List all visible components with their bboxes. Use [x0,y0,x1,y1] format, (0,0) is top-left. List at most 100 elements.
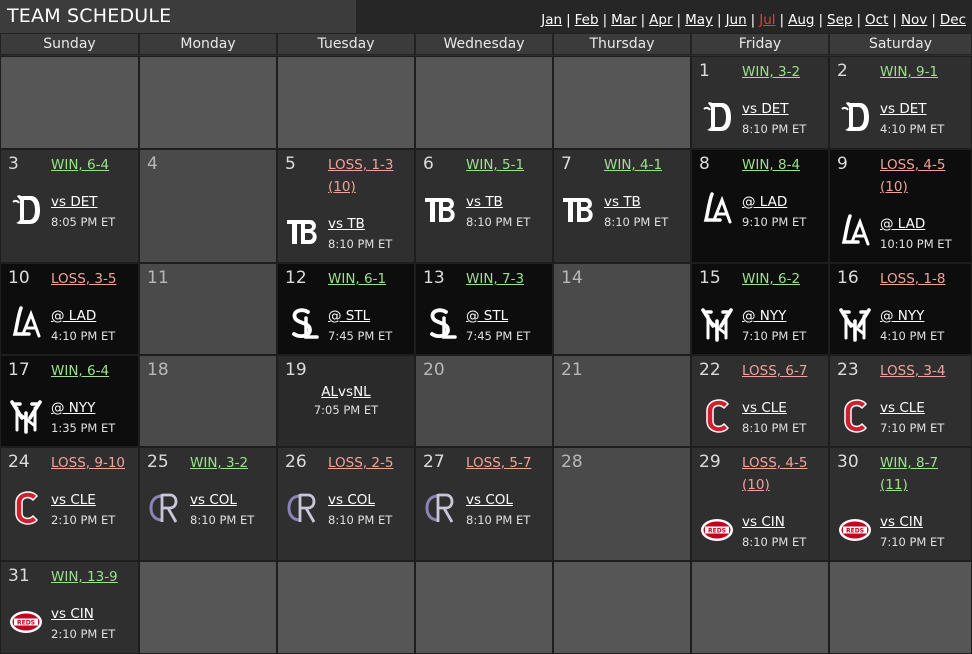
opponent-link[interactable]: vs DET [742,101,789,117]
opponent-link[interactable]: vs COL [466,492,513,508]
game-result-link[interactable]: LOSS, 3-5 [51,268,116,290]
nyy-logo-icon [838,304,872,344]
month-link-oct[interactable]: Oct [865,12,889,28]
result-score[interactable]: WIN, 6-4 [51,157,110,173]
day-cell-27: 27 LOSS, 5-7 vs COL 8:10 PM ET [415,447,553,561]
game-result-link[interactable]: LOSS, 4-5 (10) [742,452,807,496]
result-score[interactable]: LOSS, 4-5 [880,157,946,173]
game-result-link[interactable]: WIN, 3-2 [190,452,248,474]
game-result-link[interactable]: WIN, 3-2 [742,61,800,83]
opponent-link[interactable]: vs CIN [880,514,923,530]
opponent-link[interactable]: vs DET [51,194,98,210]
opponent-link[interactable]: @ LAD [742,194,788,210]
day-cell-13: 13 WIN, 7-3 @ STL 7:45 PM ET [415,263,553,355]
lad-logo-icon [838,212,872,252]
game-result-link[interactable]: WIN, 8-7 (11) [880,452,938,496]
day-cell-3: 3 WIN, 6-4 vs DET 8:05 PM ET [0,149,139,263]
game-result-link[interactable]: WIN, 8-4 [742,154,800,176]
game-result-link[interactable]: WIN, 6-4 [51,360,109,382]
game-result-link[interactable]: WIN, 9-1 [880,61,938,83]
game-result-link[interactable]: WIN, 6-4 [51,154,109,176]
game-result-link[interactable]: LOSS, 4-5 (10) [880,154,945,198]
result-score[interactable]: LOSS, 3-5 [51,271,117,287]
result-score[interactable]: LOSS, 6-7 [742,363,808,379]
opponent-link[interactable]: vs COL [190,492,237,508]
opponent-link[interactable]: vs CLE [742,400,787,416]
opponent-link[interactable]: vs TB [466,194,503,210]
game-result-link[interactable]: LOSS, 1-8 [880,268,945,290]
result-score[interactable]: WIN, 8-7 [880,455,939,471]
opponent-link[interactable]: @ STL [466,308,509,324]
month-separator: | [676,12,682,28]
result-score[interactable]: WIN, 9-1 [880,64,939,80]
result-score[interactable]: WIN, 6-2 [742,271,801,287]
result-innings[interactable]: (10) [328,179,356,195]
game-result-link[interactable]: LOSS, 3-4 [880,360,945,382]
game-result-link[interactable]: WIN, 13-9 [51,566,118,588]
opponent-link[interactable]: @ NYY [742,308,787,324]
game-result-link[interactable]: LOSS, 9-10 [51,452,125,474]
month-link-aug[interactable]: Aug [788,12,815,28]
opponent-link[interactable]: @ NYY [880,308,925,324]
game-time: 9:10 PM ET [742,215,807,229]
result-innings[interactable]: (10) [742,477,770,493]
month-link-nov[interactable]: Nov [900,12,928,28]
result-score[interactable]: WIN, 7-3 [466,271,525,287]
result-innings[interactable]: (10) [880,179,908,195]
game-result-link[interactable]: LOSS, 1-3 (10) [328,154,393,198]
month-link-dec[interactable]: Dec [939,12,966,28]
opponent-link[interactable]: vs CIN [51,606,94,622]
day-cell-23: 23 LOSS, 3-4 vs CLE 7:10 PM ET [829,355,972,447]
result-score[interactable]: LOSS, 1-3 [328,157,394,173]
game-result-link[interactable]: WIN, 6-1 [328,268,386,290]
game-time: 8:10 PM ET [190,513,255,527]
opponent-link[interactable]: vs TB [604,194,641,210]
result-score[interactable]: WIN, 6-4 [51,363,110,379]
result-score[interactable]: WIN, 4-1 [604,157,663,173]
month-link-jan[interactable]: Jan [541,12,563,28]
game-result-link[interactable]: LOSS, 2-5 [328,452,393,474]
asg-al[interactable]: AL [321,384,339,400]
all-star-game-link[interactable]: ALvsNL [278,384,414,400]
month-link-may[interactable]: May [685,12,714,28]
result-score[interactable]: LOSS, 1-8 [880,271,946,287]
game-result-link[interactable]: WIN, 7-3 [466,268,524,290]
game-time: 7:10 PM ET [880,421,945,435]
opponent-link[interactable]: vs CIN [742,514,785,530]
month-link-feb[interactable]: Feb [574,12,599,28]
result-score[interactable]: WIN, 5-1 [466,157,525,173]
opponent-link[interactable]: vs TB [328,216,365,232]
opponent-link[interactable]: vs COL [328,492,375,508]
result-score[interactable]: WIN, 3-2 [742,64,801,80]
month-link-apr[interactable]: Apr [649,12,673,28]
result-score[interactable]: WIN, 6-1 [328,271,387,287]
result-score[interactable]: WIN, 8-4 [742,157,801,173]
result-score[interactable]: LOSS, 9-10 [51,455,126,471]
game-result-link[interactable]: LOSS, 6-7 [742,360,807,382]
opponent-link[interactable]: vs CLE [51,492,96,508]
result-innings[interactable]: (11) [880,477,908,493]
result-score[interactable]: LOSS, 3-4 [880,363,946,379]
game-result-link[interactable]: LOSS, 5-7 [466,452,531,474]
game-result-link[interactable]: WIN, 6-2 [742,268,800,290]
result-score[interactable]: LOSS, 5-7 [466,455,532,471]
result-score[interactable]: WIN, 13-9 [51,569,118,585]
result-score[interactable]: LOSS, 4-5 [742,455,808,471]
opponent-link[interactable]: @ STL [328,308,371,324]
opponent-link[interactable]: @ LAD [880,216,926,232]
game-result-link[interactable]: WIN, 4-1 [604,154,662,176]
asg-nl[interactable]: NL [353,384,371,400]
title-box: TEAM SCHEDULE [0,0,356,33]
game-time: 8:10 PM ET [328,237,393,251]
month-link-jul[interactable]: Jul [759,12,776,28]
opponent-link[interactable]: vs CLE [880,400,925,416]
result-score[interactable]: WIN, 3-2 [190,455,249,471]
opponent-link[interactable]: @ LAD [51,308,97,324]
month-link-sep[interactable]: Sep [827,12,853,28]
opponent-link[interactable]: @ NYY [51,400,96,416]
game-result-link[interactable]: WIN, 5-1 [466,154,524,176]
month-link-mar[interactable]: Mar [611,12,637,28]
result-score[interactable]: LOSS, 2-5 [328,455,394,471]
opponent-link[interactable]: vs DET [880,101,927,117]
month-link-jun[interactable]: Jun [725,12,747,28]
